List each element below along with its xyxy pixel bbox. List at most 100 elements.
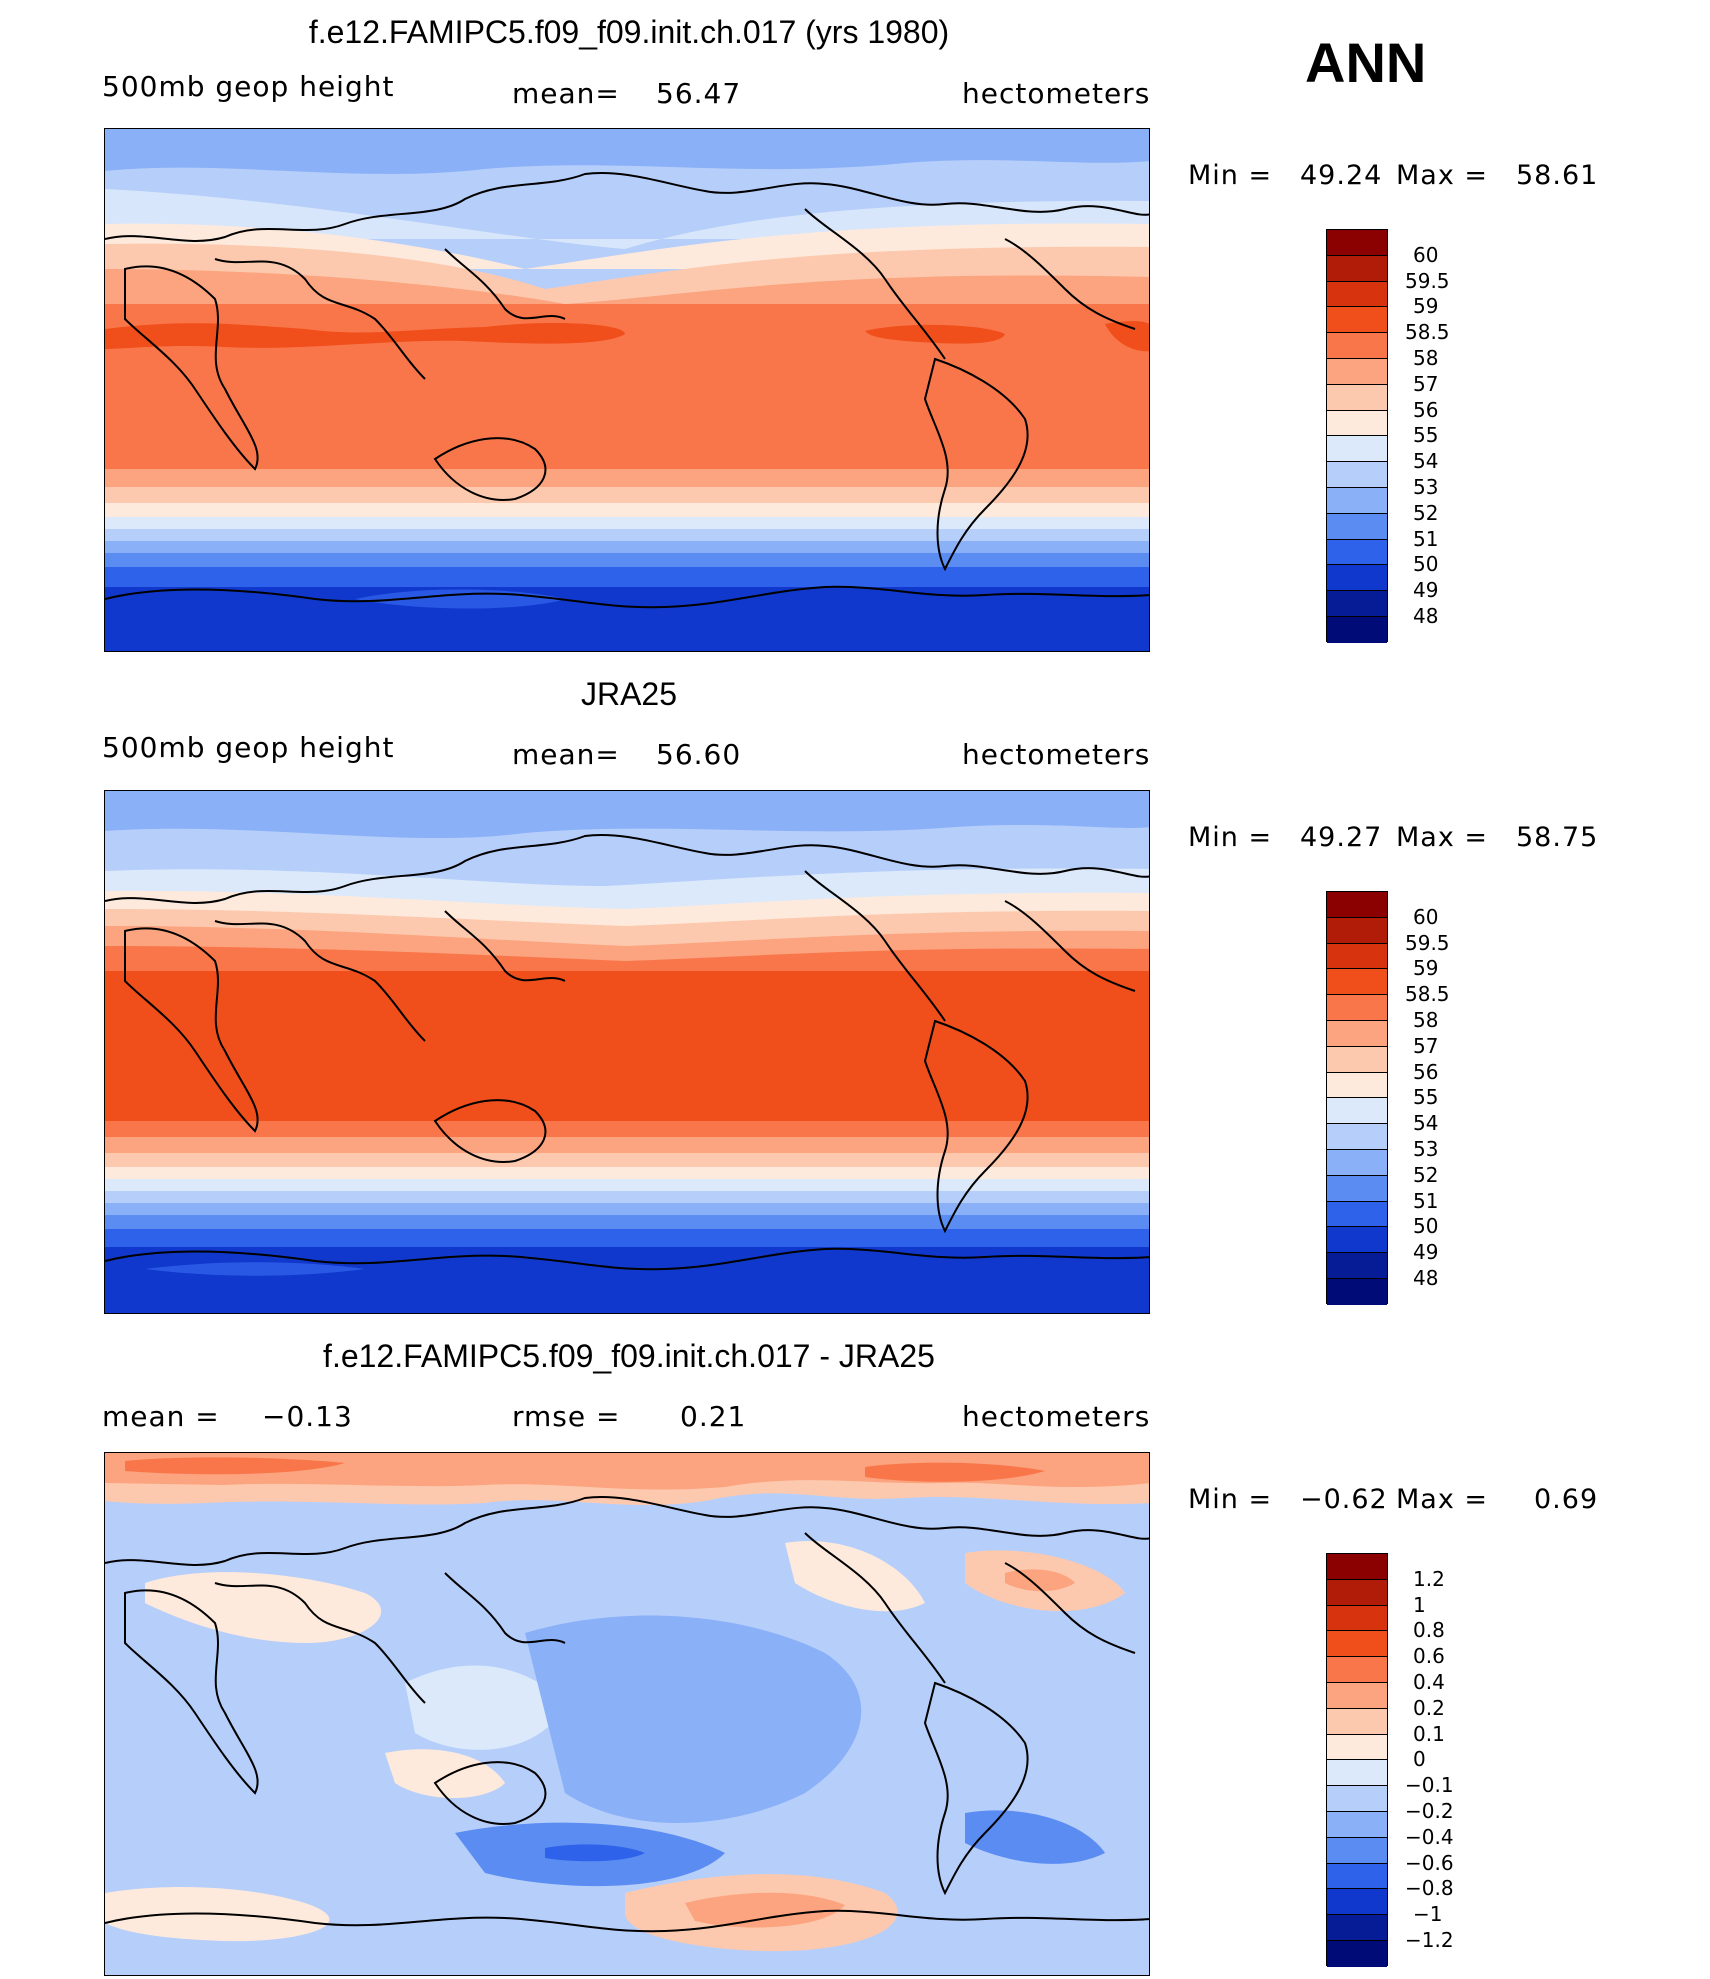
panel1-colorbar-label: 58 <box>1413 346 1439 370</box>
panel1-colorbar-box <box>1327 307 1387 334</box>
panel3-colorbar-box <box>1327 1605 1387 1632</box>
panel3-rmse-label: rmse = <box>512 1400 621 1433</box>
panel2-units: hectometers <box>962 738 1151 771</box>
panel1-colorbar-box <box>1327 384 1387 411</box>
panel3-colorbar-label: −0.1 <box>1405 1773 1454 1798</box>
panel2-colorbar-box <box>1327 1175 1387 1202</box>
panel1-colorbar-box <box>1327 513 1387 540</box>
panel2-colorbar-label: 58.5 <box>1405 982 1450 1007</box>
panel1-colorbar-label: 50 <box>1413 552 1439 577</box>
panel2-colorbar-label: 52 <box>1413 1162 1439 1187</box>
panel1-variable-label: 500mb geop height <box>102 70 395 103</box>
panel2-mean-label: mean= <box>512 738 620 771</box>
panel3-colorbar-box <box>1327 1889 1387 1916</box>
panel3-colorbar-box <box>1327 1786 1387 1812</box>
panel2-colorbar-label: 54 <box>1413 1111 1439 1136</box>
panel2-colorbar-label: 59.5 <box>1405 930 1450 955</box>
panel3-max-label: Max = <box>1396 1484 1489 1515</box>
panel1-colorbar-label: 57 <box>1413 371 1439 396</box>
panel2-colorbar-box <box>1327 1020 1387 1047</box>
panel3-colorbar-label: 0 <box>1413 1747 1426 1772</box>
panel2-colorbar-box <box>1327 1072 1387 1099</box>
panel2-colorbar-label: 50 <box>1413 1214 1439 1239</box>
panel1-colorbar-label: 56 <box>1413 397 1439 422</box>
panel1-colorbar <box>1326 229 1388 643</box>
panel1-colorbar-label: 54 <box>1413 449 1439 474</box>
panel1-colorbar-label: 52 <box>1413 500 1439 525</box>
panel3-colorbar-box <box>1327 1760 1387 1787</box>
panel3-colorbar-label: −0.6 <box>1405 1850 1454 1875</box>
panel2-colorbar-box <box>1327 1149 1387 1176</box>
panel3-colorbar-label: 0.2 <box>1413 1695 1445 1720</box>
panel3-min-value: −0.62 <box>1300 1484 1388 1515</box>
panel2-colorbar-box <box>1327 1253 1387 1279</box>
panel1-colorbar-box <box>1327 281 1387 308</box>
panel1-colorbar-box <box>1327 462 1387 488</box>
panel3-colorbar-label: 1.2 <box>1413 1566 1445 1591</box>
panel3-colorbar-box <box>1327 1915 1387 1941</box>
panel1-colorbar-label: 55 <box>1413 423 1439 448</box>
panel1-colorbar-box <box>1327 333 1387 359</box>
panel2-colorbar-box <box>1327 917 1387 944</box>
panel2-colorbar-box <box>1327 1046 1387 1073</box>
panel2-colorbar-label: 53 <box>1413 1137 1439 1161</box>
panel2-max-label: Max = <box>1396 822 1489 853</box>
panel3-colorbar-label: 0.1 <box>1413 1721 1445 1746</box>
panel1-colorbar-label: 59 <box>1413 294 1439 319</box>
panel1-colorbar-box <box>1327 436 1387 463</box>
panel3-colorbar-box <box>1327 1554 1387 1580</box>
panel3-colorbar-label: −1 <box>1413 1902 1443 1927</box>
panel2-colorbar-box <box>1327 995 1387 1021</box>
panel1-colorbar-label: 51 <box>1413 526 1439 551</box>
panel1-units: hectometers <box>962 77 1151 110</box>
panel1-max-label: Max = <box>1396 160 1489 191</box>
panel1-min-label: Min = <box>1188 160 1273 191</box>
panel3-map <box>104 1452 1150 1976</box>
panel2-variable-label: 500mb geop height <box>102 731 395 764</box>
panel2-mean-value: 56.60 <box>656 738 742 771</box>
panel2-colorbar-box <box>1327 943 1387 970</box>
panel2-colorbar-box <box>1327 1278 1387 1305</box>
panel2-map <box>104 790 1150 1314</box>
panel2-min-label: Min = <box>1188 822 1273 853</box>
panel3-colorbar-label: −1.2 <box>1405 1928 1454 1952</box>
panel3-rmse-value: 0.21 <box>680 1400 747 1433</box>
panel3-title: f.e12.FAMIPC5.f09_f09.init.ch.017 - JRA2… <box>323 1338 935 1374</box>
panel3-colorbar-box <box>1327 1579 1387 1606</box>
panel1-colorbar-box <box>1327 565 1387 592</box>
season-label: ANN <box>1305 31 1427 94</box>
panel3-mean-label: mean = <box>102 1400 220 1433</box>
panel3-colorbar <box>1326 1553 1388 1967</box>
panel3-units: hectometers <box>962 1400 1151 1433</box>
panel2-colorbar-label: 57 <box>1413 1033 1439 1058</box>
panel3-colorbar-label: −0.8 <box>1405 1876 1454 1901</box>
panel3-colorbar-label: 1 <box>1413 1592 1426 1617</box>
panel3-colorbar-label: 0.6 <box>1413 1644 1445 1669</box>
panel2-colorbar-box <box>1327 1098 1387 1125</box>
panel2-colorbar-label: 51 <box>1413 1188 1439 1213</box>
panel2-colorbar-label: 48 <box>1413 1266 1439 1290</box>
panel2-max-value: 58.75 <box>1516 822 1599 853</box>
panel1-colorbar-box <box>1327 230 1387 256</box>
panel1-colorbar-label: 49 <box>1413 578 1439 603</box>
panel3-colorbar-label: 0.8 <box>1413 1618 1445 1643</box>
panel1-colorbar-box <box>1327 410 1387 437</box>
panel2-colorbar-label: 56 <box>1413 1059 1439 1084</box>
panel3-colorbar-box <box>1327 1837 1387 1864</box>
panel1-colorbar-label: 59.5 <box>1405 268 1450 293</box>
panel3-colorbar-label: −0.4 <box>1405 1824 1454 1849</box>
panel2-colorbar-box <box>1327 969 1387 996</box>
panel1-colorbar-box <box>1327 487 1387 514</box>
panel2-colorbar <box>1326 891 1388 1305</box>
panel1-min-value: 49.24 <box>1300 160 1383 191</box>
panel1-title: f.e12.FAMIPC5.f09_f09.init.ch.017 (yrs 1… <box>308 14 950 50</box>
panel3-colorbar-box <box>1327 1708 1387 1735</box>
panel3-min-label: Min = <box>1188 1484 1273 1515</box>
panel3-colorbar-box <box>1327 1631 1387 1658</box>
panel1-colorbar-box <box>1327 255 1387 282</box>
panel3-colorbar-box <box>1327 1863 1387 1890</box>
panel1-max-value: 58.61 <box>1516 160 1599 191</box>
panel2-colorbar-box <box>1327 1124 1387 1150</box>
panel1-colorbar-box <box>1327 539 1387 566</box>
panel3-colorbar-box <box>1327 1940 1387 1967</box>
